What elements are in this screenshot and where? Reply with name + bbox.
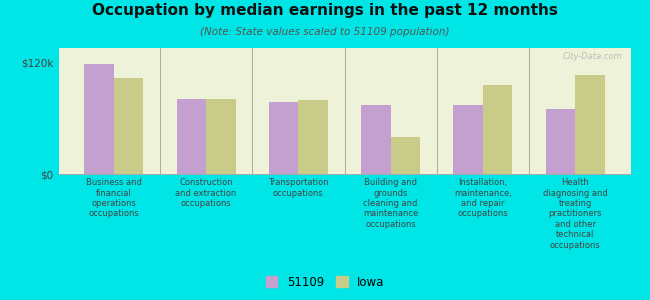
Bar: [545, 109, 575, 174]
Bar: [361, 105, 391, 174]
Bar: [206, 99, 236, 174]
Text: City-Data.com: City-Data.com: [562, 52, 622, 61]
Bar: [453, 105, 483, 174]
Bar: [114, 78, 144, 174]
Bar: [177, 99, 206, 174]
Bar: [269, 102, 298, 174]
Bar: [84, 64, 114, 174]
Bar: [391, 137, 420, 174]
Bar: [298, 100, 328, 174]
Legend: 51109, Iowa: 51109, Iowa: [263, 273, 387, 291]
Text: Occupation by median earnings in the past 12 months: Occupation by median earnings in the pas…: [92, 3, 558, 18]
Bar: [483, 85, 512, 174]
Text: (Note: State values scaled to 51109 population): (Note: State values scaled to 51109 popu…: [200, 27, 450, 37]
Bar: [575, 75, 604, 174]
